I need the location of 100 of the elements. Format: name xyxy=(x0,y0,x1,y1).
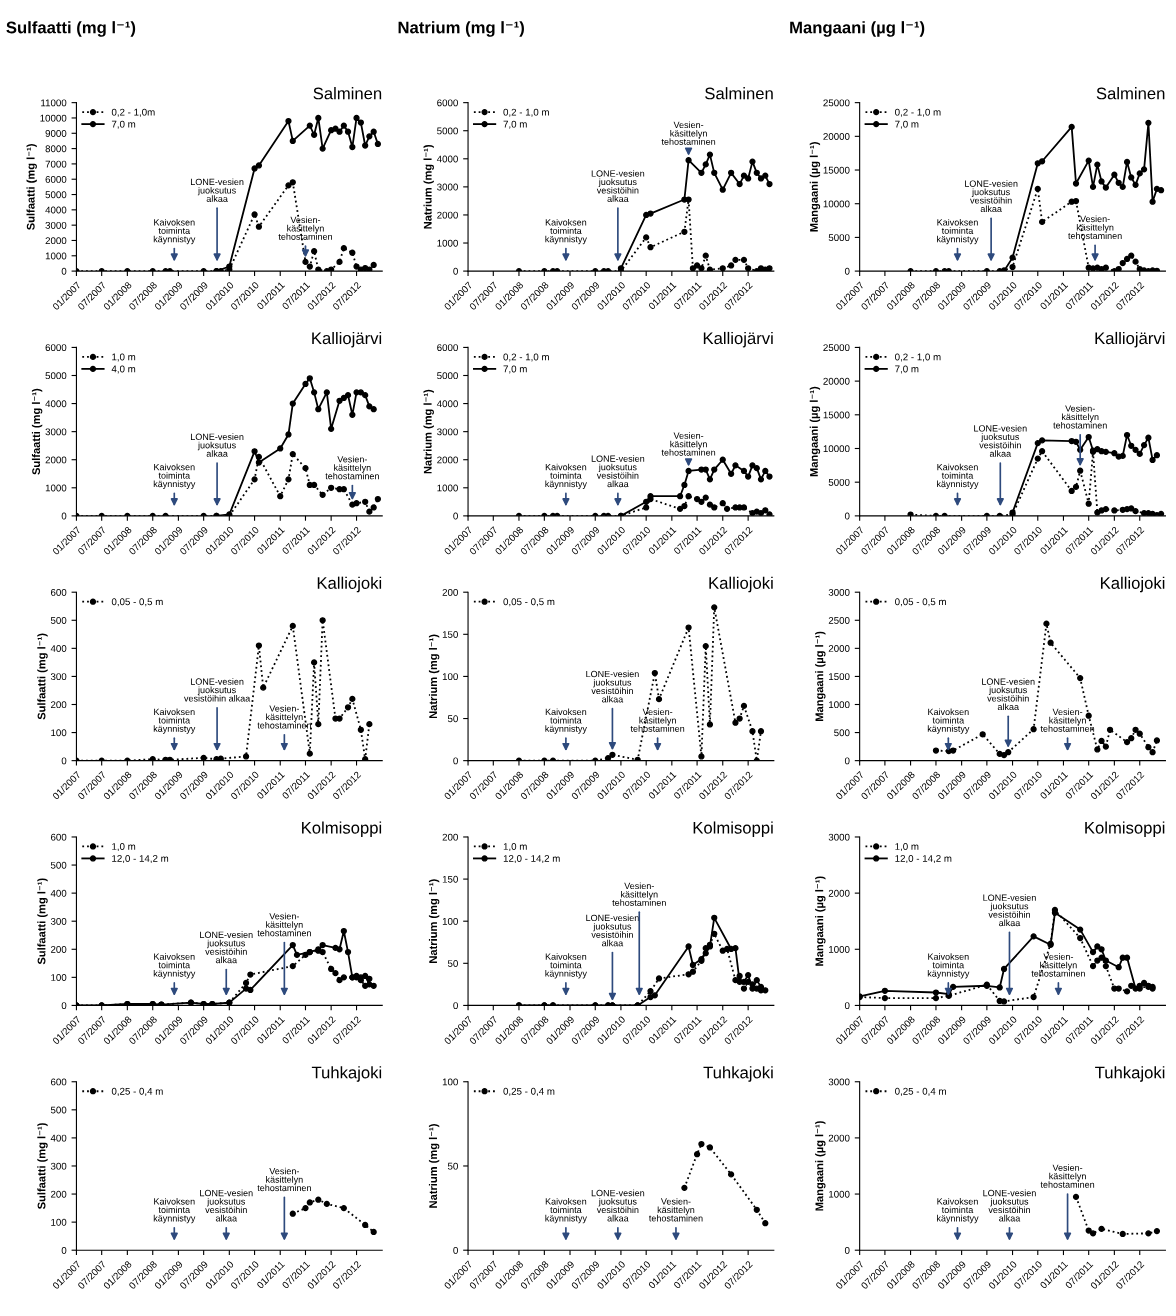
annotation: Kaivoksen toiminta käynnistyy xyxy=(545,953,587,979)
legend-label: 0,2 - 1,0 m xyxy=(503,353,549,362)
annotation: Kaivoksen toiminta käynnistyy xyxy=(153,708,196,734)
y-tick-label: 25000 xyxy=(823,344,850,352)
chart-title: Salminen xyxy=(313,87,382,100)
legend-label: 1,0 m xyxy=(112,353,136,362)
annotation: LONE-vesien juoksutus vesistöihin alkaa xyxy=(965,180,1018,213)
chart-title: Kalliojärvi xyxy=(312,331,382,348)
y-tick-label: 100 xyxy=(442,917,458,925)
y-tick-label: 0 xyxy=(453,512,458,520)
chart-title: Kolmisoppi xyxy=(1085,821,1165,837)
y-tick-label: 100 xyxy=(442,1078,458,1086)
legend-label: 0,2 - 1,0 m xyxy=(895,108,941,117)
y-tick-label: 0 xyxy=(844,1246,850,1254)
y-tick-label: 0 xyxy=(844,757,850,765)
y-tick-label: 5000 xyxy=(828,478,850,486)
y-tick-label: 1000 xyxy=(45,252,67,260)
legend-label: 7,0 m xyxy=(503,120,527,129)
y-tick-label: 4000 xyxy=(45,206,67,214)
legend-label: 0,25 - 0,4 m xyxy=(503,1087,555,1096)
annotation: Kaivoksen toiminta käynnistyy xyxy=(927,953,970,979)
y-tick-label: 4000 xyxy=(436,400,458,408)
y-tick-label: 4000 xyxy=(436,155,458,163)
y-tick-label: 4000 xyxy=(45,400,67,408)
legend-label: 12,0 - 14,2 m xyxy=(895,855,952,864)
y-tick-label: 2000 xyxy=(828,1134,850,1142)
y-tick-label: 150 xyxy=(442,631,458,638)
y-tick-label: 200 xyxy=(50,701,67,709)
y-tick-label: 600 xyxy=(50,1078,67,1086)
y-tick-label: 100 xyxy=(51,974,67,981)
y-tick-label: 0 xyxy=(453,1246,458,1254)
y-tick-label: 6000 xyxy=(437,99,458,107)
y-tick-label: 7000 xyxy=(45,160,67,168)
annotation: Kaivoksen toiminta käynnistyy xyxy=(545,708,587,734)
chart-title: Kalliojoki xyxy=(1101,576,1165,593)
chart-title: Salminen xyxy=(705,87,773,100)
annotation: Kaivoksen toiminta käynnistyy xyxy=(937,463,979,489)
legend-label: 7,0 m xyxy=(895,365,919,374)
y-tick-label: 10000 xyxy=(823,445,850,453)
y-axis-title: Sulfaatti (mg l⁻¹) xyxy=(37,1123,48,1210)
annotation: Kaivoksen toiminta käynnistyy xyxy=(927,708,970,734)
y-tick-label: 15000 xyxy=(823,411,850,419)
y-tick-label: 9000 xyxy=(45,130,67,137)
y-axis-title: Mangaani (µg l⁻¹) xyxy=(815,1121,826,1211)
annotation: Vesien- käsittelyn tehostaminen xyxy=(325,455,379,480)
annotation: Vesien- käsittelyn tehostaminen xyxy=(257,1167,311,1192)
y-tick-label: 0 xyxy=(61,1246,67,1254)
y-axis-title: Mangaani (µg l⁻¹) xyxy=(809,386,821,477)
y-tick-label: 200 xyxy=(442,833,458,841)
chart-subtitle: Mangaani (µg l⁻¹) xyxy=(790,21,925,37)
legend-label: 0,25 - 0,4 m xyxy=(895,1087,946,1096)
chart-subtitle: Natrium (mg l⁻¹) xyxy=(398,21,524,37)
y-tick-label: 0 xyxy=(61,757,67,765)
y-axis-title: Mangaani (µg l⁻¹) xyxy=(815,631,826,722)
chart-title: Tuhkajoki xyxy=(311,1066,382,1082)
y-tick-label: 500 xyxy=(50,861,67,869)
y-tick-label: 2000 xyxy=(437,456,458,464)
y-tick-label: 5000 xyxy=(45,191,67,199)
annotation: LONE-vesien juoksutus vesistöihin alkaa xyxy=(982,678,1035,711)
y-axis-title: Sulfaatti (mg l⁻¹) xyxy=(31,388,43,475)
y-tick-label: 400 xyxy=(50,1134,67,1142)
y-tick-label: 300 xyxy=(50,1162,67,1170)
y-tick-label: 5000 xyxy=(45,372,67,380)
y-tick-label: 10000 xyxy=(40,114,67,122)
chart-title: Kolmisoppi xyxy=(302,821,382,837)
annotation: Vesien- käsittelyn tehostaminen xyxy=(1053,405,1107,429)
y-tick-label: 2000 xyxy=(45,456,67,464)
y-tick-label: 100 xyxy=(51,1218,67,1226)
annotation: Vesien- käsittelyn tehostaminen xyxy=(1031,953,1085,977)
y-tick-label: 2500 xyxy=(828,617,850,624)
y-axis-title: Sulfaatti (mg l⁻¹) xyxy=(26,144,37,230)
y-tick-label: 600 xyxy=(50,588,67,596)
annotation: Kaivoksen toiminta käynnistyy xyxy=(937,1198,979,1224)
annotation: Kaivoksen toiminta käynnistyy xyxy=(545,1198,587,1224)
y-tick-label: 3000 xyxy=(828,588,850,596)
y-axis-title: Natrium (mg l⁻¹) xyxy=(428,879,440,963)
y-tick-label: 0 xyxy=(844,267,850,275)
y-tick-label: 200 xyxy=(50,1190,67,1198)
annotation: LONE-vesien juoksutus vesistöihin alkaa xyxy=(591,1189,645,1222)
chart-title: Tuhkajoki xyxy=(703,1066,773,1082)
annotation: Vesien- käsittelyn tehostaminen xyxy=(649,1198,703,1222)
y-tick-label: 0 xyxy=(453,267,458,275)
annotation: LONE-vesien juoksutus vesistöihin alkaa xyxy=(974,424,1027,457)
annotation: Vesien- käsittelyn tehostaminen xyxy=(257,705,311,729)
y-axis-title: Sulfaatti (mg l⁻¹) xyxy=(37,633,48,720)
annotation: Kaivoksen toiminta käynnistyy xyxy=(545,218,587,245)
y-tick-label: 0 xyxy=(453,1002,458,1010)
annotation: Vesien- käsittelyn tehostaminen xyxy=(1040,708,1095,732)
annotation: Vesien- käsittelyn tehostaminen xyxy=(1040,1164,1095,1188)
y-tick-label: 0 xyxy=(844,512,850,520)
y-tick-label: 0 xyxy=(844,1002,850,1010)
legend-label: 7,0 m xyxy=(503,365,527,374)
y-tick-label: 3000 xyxy=(45,428,67,436)
y-tick-label: 11000 xyxy=(41,99,67,107)
y-axis-title: Mangaani (µg l⁻¹) xyxy=(809,142,821,232)
annotation: Vesien- käsittelyn tehostaminen xyxy=(661,121,716,145)
y-tick-label: 5000 xyxy=(828,234,850,242)
y-axis-title: Sulfaatti (mg l⁻¹) xyxy=(37,878,48,965)
y-tick-label: 3000 xyxy=(437,428,458,436)
annotation: LONE-vesien juoksutus vesistöihin alkaa xyxy=(983,1189,1036,1222)
